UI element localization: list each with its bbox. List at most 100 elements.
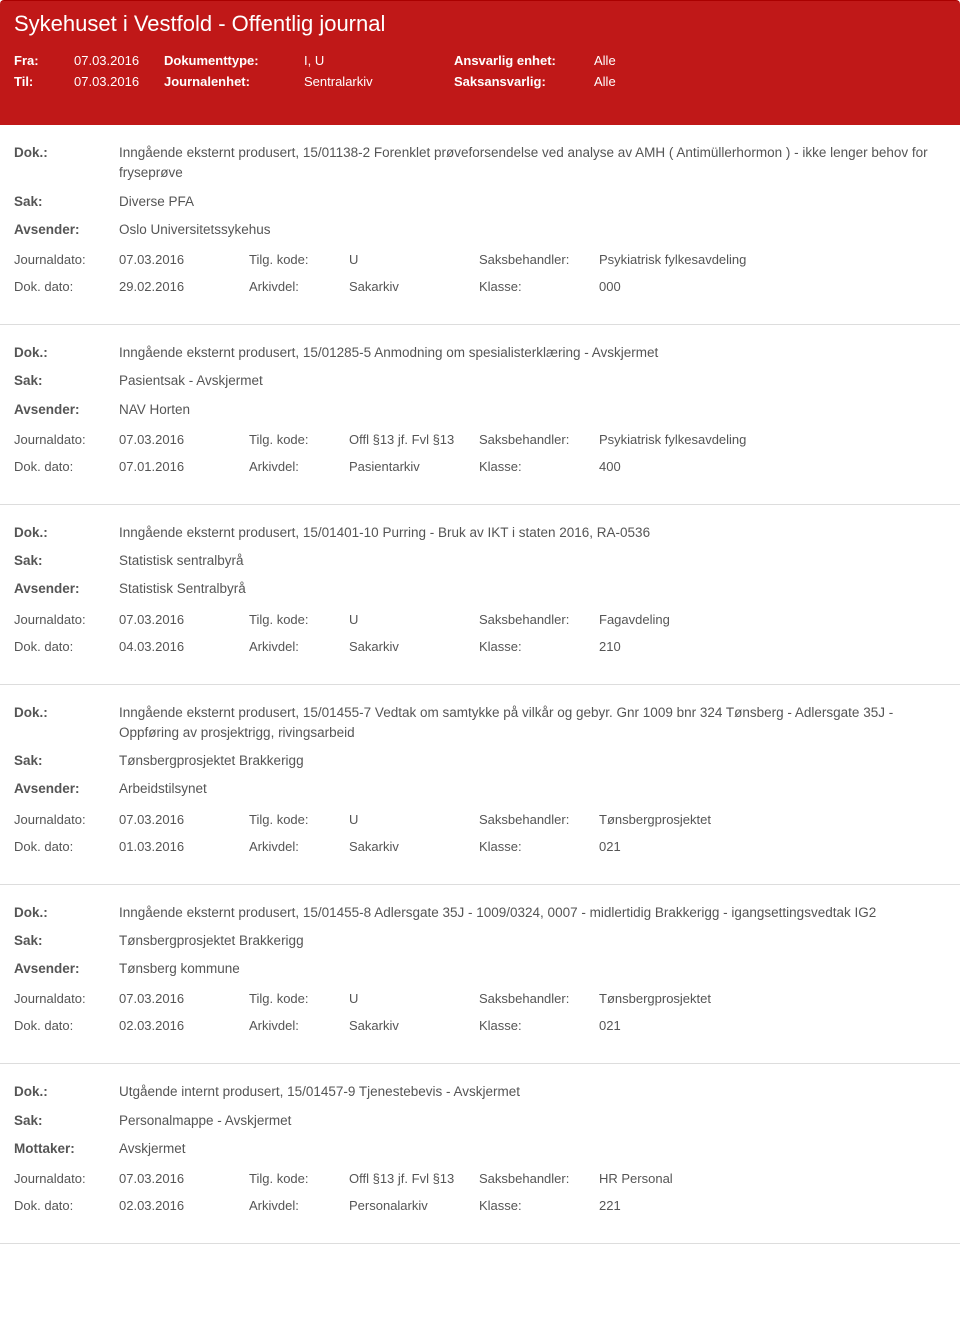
tilgkode-value: U (349, 612, 479, 627)
sak-value: Personalmappe - Avskjermet (119, 1111, 946, 1131)
klasse-value: 000 (599, 279, 946, 294)
saksbehandler-value: Fagavdeling (599, 612, 946, 627)
doktype-label: Dokumenttype: (164, 53, 304, 68)
dokdato-label: Dok. dato: (14, 1198, 119, 1213)
sak-value: Statistisk sentralbyrå (119, 551, 946, 571)
dok-value: Inngående eksternt produsert, 15/01455-7… (119, 703, 946, 744)
journaldato-label: Journaldato: (14, 612, 119, 627)
klasse-value: 221 (599, 1198, 946, 1213)
sak-value: Tønsbergprosjektet Brakkerigg (119, 931, 946, 951)
journal-entry: Dok.: Inngående eksternt produsert, 15/0… (0, 325, 960, 505)
page-title: Sykehuset i Vestfold - Offentlig journal (14, 11, 946, 37)
dok-label: Dok.: (14, 703, 119, 744)
tilgkode-label: Tilg. kode: (249, 612, 349, 627)
party-label: Mottaker: (14, 1139, 119, 1159)
journaldato-label: Journaldato: (14, 432, 119, 447)
dokdato-label: Dok. dato: (14, 839, 119, 854)
tilgkode-value: Offl §13 jf. Fvl §13 (349, 1171, 479, 1186)
dok-label: Dok.: (14, 523, 119, 543)
saksbehandler-label: Saksbehandler: (479, 991, 599, 1006)
dok-label: Dok.: (14, 143, 119, 184)
dokdato-label: Dok. dato: (14, 459, 119, 474)
party-value: NAV Horten (119, 400, 946, 420)
tilgkode-value: U (349, 991, 479, 1006)
sak-value: Tønsbergprosjektet Brakkerigg (119, 751, 946, 771)
saksansvarlig-label: Saksansvarlig: (454, 74, 594, 89)
party-value: Arbeidstilsynet (119, 779, 946, 799)
tilgkode-label: Tilg. kode: (249, 812, 349, 827)
arkivdel-value: Sakarkiv (349, 1018, 479, 1033)
tilgkode-value: U (349, 252, 479, 267)
saksbehandler-label: Saksbehandler: (479, 812, 599, 827)
dokdato-value: 29.02.2016 (119, 279, 249, 294)
journaldato-value: 07.03.2016 (119, 991, 249, 1006)
klasse-label: Klasse: (479, 459, 599, 474)
klasse-label: Klasse: (479, 839, 599, 854)
arkivdel-label: Arkivdel: (249, 279, 349, 294)
dokdato-label: Dok. dato: (14, 1018, 119, 1033)
dokdato-value: 01.03.2016 (119, 839, 249, 854)
fra-value: 07.03.2016 (74, 53, 164, 68)
tilgkode-label: Tilg. kode: (249, 432, 349, 447)
tilgkode-value: U (349, 812, 479, 827)
sak-label: Sak: (14, 192, 119, 212)
sak-label: Sak: (14, 371, 119, 391)
saksbehandler-label: Saksbehandler: (479, 252, 599, 267)
tilgkode-value: Offl §13 jf. Fvl §13 (349, 432, 479, 447)
klasse-value: 210 (599, 639, 946, 654)
party-label: Avsender: (14, 779, 119, 799)
dok-value: Inngående eksternt produsert, 15/01455-8… (119, 903, 946, 923)
journaldato-value: 07.03.2016 (119, 252, 249, 267)
tilgkode-label: Tilg. kode: (249, 1171, 349, 1186)
ansvarlig-label: Ansvarlig enhet: (454, 53, 594, 68)
arkivdel-value: Personalarkiv (349, 1198, 479, 1213)
arkivdel-label: Arkivdel: (249, 1198, 349, 1213)
party-label: Avsender: (14, 220, 119, 240)
doktype-value: I, U (304, 53, 454, 68)
journal-entry: Dok.: Inngående eksternt produsert, 15/0… (0, 505, 960, 685)
dok-value: Inngående eksternt produsert, 15/01401-1… (119, 523, 946, 543)
sak-value: Diverse PFA (119, 192, 946, 212)
saksbehandler-label: Saksbehandler: (479, 432, 599, 447)
dok-value: Utgående internt produsert, 15/01457-9 T… (119, 1082, 946, 1102)
journaldato-label: Journaldato: (14, 812, 119, 827)
dok-label: Dok.: (14, 343, 119, 363)
dokdato-value: 02.03.2016 (119, 1198, 249, 1213)
journaldato-value: 07.03.2016 (119, 812, 249, 827)
journal-entry: Dok.: Inngående eksternt produsert, 15/0… (0, 885, 960, 1065)
saksansvarlig-value: Alle (594, 74, 616, 89)
journal-entry: Dok.: Inngående eksternt produsert, 15/0… (0, 125, 960, 325)
party-value: Avskjermet (119, 1139, 946, 1159)
saksbehandler-label: Saksbehandler: (479, 1171, 599, 1186)
journal-entry: Dok.: Utgående internt produsert, 15/014… (0, 1064, 960, 1244)
page-header: Sykehuset i Vestfold - Offentlig journal… (0, 0, 960, 125)
saksbehandler-value: Psykiatrisk fylkesavdeling (599, 252, 946, 267)
dok-label: Dok.: (14, 903, 119, 923)
arkivdel-value: Sakarkiv (349, 639, 479, 654)
arkivdel-value: Sakarkiv (349, 279, 479, 294)
sak-label: Sak: (14, 931, 119, 951)
party-value: Oslo Universitetssykehus (119, 220, 946, 240)
party-label: Avsender: (14, 400, 119, 420)
party-value: Statistisk Sentralbyrå (119, 579, 946, 599)
sak-label: Sak: (14, 551, 119, 571)
til-label: Til: (14, 74, 74, 89)
tilgkode-label: Tilg. kode: (249, 252, 349, 267)
arkivdel-label: Arkivdel: (249, 639, 349, 654)
party-value: Tønsberg kommune (119, 959, 946, 979)
journaldato-label: Journaldato: (14, 991, 119, 1006)
sak-label: Sak: (14, 1111, 119, 1131)
entries-container: Dok.: Inngående eksternt produsert, 15/0… (0, 125, 960, 1244)
header-row-1: Fra: 07.03.2016 Dokumenttype: I, U Ansva… (14, 53, 946, 68)
arkivdel-value: Pasientarkiv (349, 459, 479, 474)
journal-entry: Dok.: Inngående eksternt produsert, 15/0… (0, 685, 960, 885)
klasse-label: Klasse: (479, 1018, 599, 1033)
sak-value: Pasientsak - Avskjermet (119, 371, 946, 391)
klasse-label: Klasse: (479, 1198, 599, 1213)
klasse-value: 400 (599, 459, 946, 474)
party-label: Avsender: (14, 579, 119, 599)
klasse-label: Klasse: (479, 279, 599, 294)
saksbehandler-value: Psykiatrisk fylkesavdeling (599, 432, 946, 447)
journaldato-label: Journaldato: (14, 252, 119, 267)
saksbehandler-value: Tønsbergprosjektet (599, 812, 946, 827)
